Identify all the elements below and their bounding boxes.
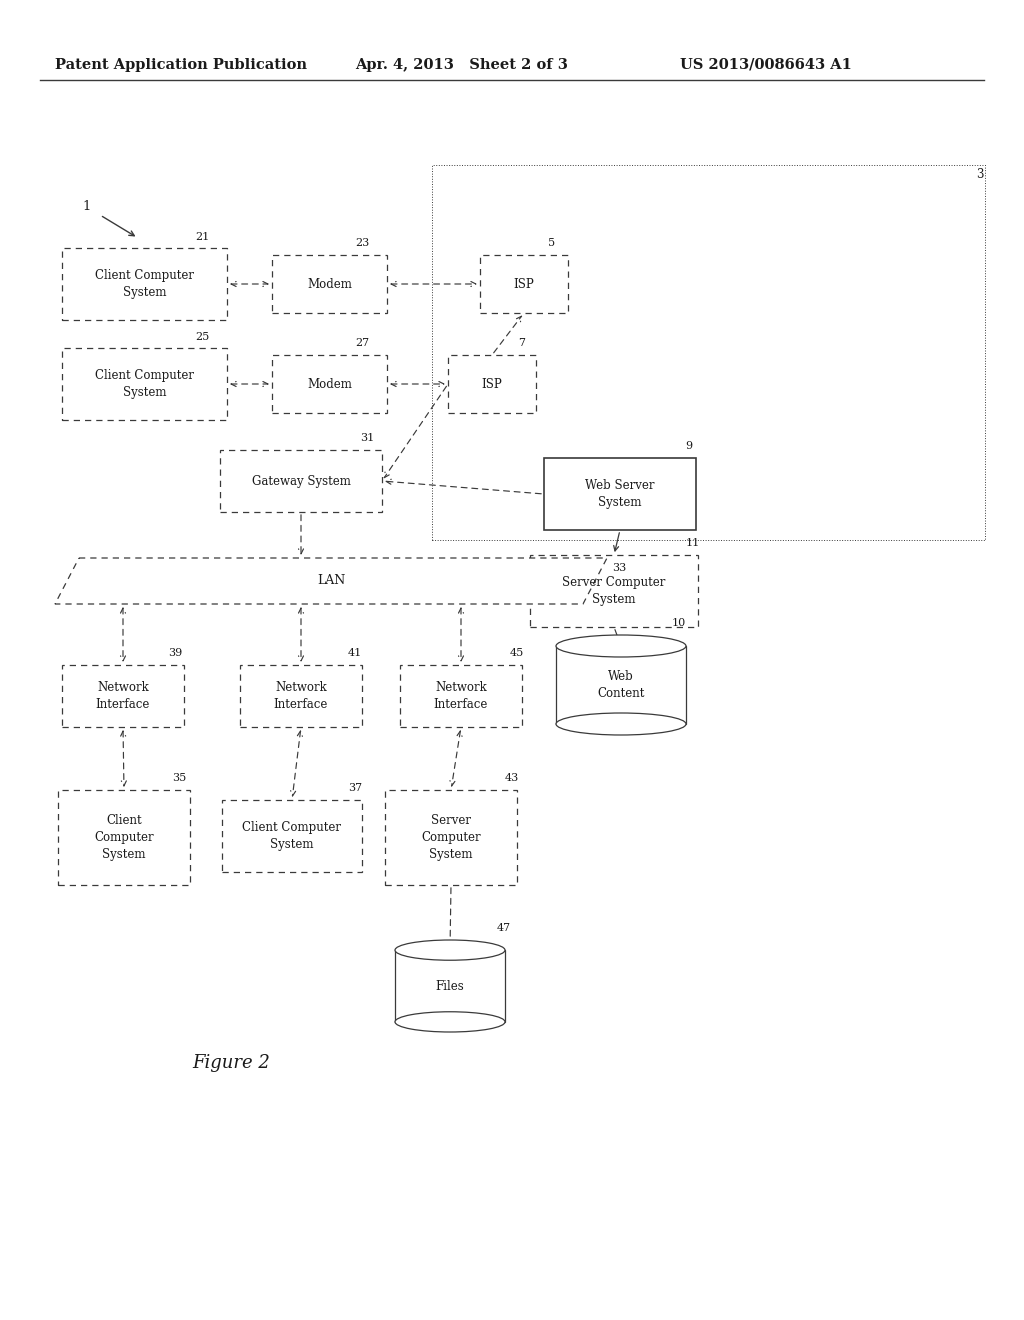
Text: Network
Interface: Network Interface [96, 681, 151, 711]
FancyBboxPatch shape [530, 554, 698, 627]
FancyBboxPatch shape [556, 645, 686, 723]
Text: 23: 23 [355, 238, 370, 248]
FancyBboxPatch shape [222, 800, 362, 873]
FancyBboxPatch shape [62, 248, 227, 319]
Polygon shape [55, 558, 607, 605]
Text: Web
Content: Web Content [597, 671, 645, 700]
Text: 1: 1 [82, 201, 90, 213]
Text: ISP: ISP [481, 378, 503, 391]
Text: LAN: LAN [316, 574, 345, 587]
FancyBboxPatch shape [62, 665, 184, 727]
Text: 43: 43 [505, 774, 519, 783]
Text: 5: 5 [548, 238, 555, 248]
Text: 21: 21 [195, 232, 209, 242]
Ellipse shape [556, 713, 686, 735]
FancyBboxPatch shape [272, 255, 387, 313]
Text: 35: 35 [172, 774, 186, 783]
Text: 45: 45 [510, 648, 524, 657]
Text: 37: 37 [348, 783, 362, 793]
Text: 25: 25 [195, 333, 209, 342]
Text: 39: 39 [168, 648, 182, 657]
Text: Web Server
System: Web Server System [586, 479, 654, 510]
Text: 31: 31 [360, 433, 374, 444]
FancyBboxPatch shape [62, 348, 227, 420]
FancyBboxPatch shape [544, 458, 696, 531]
Ellipse shape [556, 635, 686, 657]
FancyBboxPatch shape [400, 665, 522, 727]
Text: Files: Files [435, 979, 464, 993]
Text: Patent Application Publication: Patent Application Publication [55, 58, 307, 73]
Text: US 2013/0086643 A1: US 2013/0086643 A1 [680, 58, 852, 73]
Text: Modem: Modem [307, 378, 352, 391]
Text: 33: 33 [612, 564, 627, 573]
FancyBboxPatch shape [395, 950, 505, 1022]
Text: 27: 27 [355, 338, 369, 348]
Text: ISP: ISP [514, 277, 535, 290]
Text: Client Computer
System: Client Computer System [243, 821, 341, 851]
FancyBboxPatch shape [240, 665, 362, 727]
FancyBboxPatch shape [272, 355, 387, 413]
FancyBboxPatch shape [385, 789, 517, 884]
Text: Modem: Modem [307, 277, 352, 290]
Text: 7: 7 [518, 338, 525, 348]
FancyBboxPatch shape [449, 355, 536, 413]
Text: Client Computer
System: Client Computer System [95, 370, 194, 399]
Ellipse shape [395, 1011, 505, 1032]
Text: Network
Interface: Network Interface [434, 681, 488, 711]
Text: Figure 2: Figure 2 [193, 1053, 270, 1072]
Text: 9: 9 [685, 441, 692, 451]
Text: Client
Computer
System: Client Computer System [94, 814, 154, 861]
FancyBboxPatch shape [480, 255, 568, 313]
Text: Network
Interface: Network Interface [273, 681, 328, 711]
Text: Server Computer
System: Server Computer System [562, 576, 666, 606]
Text: 41: 41 [348, 648, 362, 657]
FancyBboxPatch shape [220, 450, 382, 512]
Text: 3: 3 [977, 168, 984, 181]
Text: Server
Computer
System: Server Computer System [421, 814, 481, 861]
Text: 47: 47 [497, 923, 511, 933]
Text: 10: 10 [672, 618, 686, 628]
Text: 11: 11 [686, 539, 700, 548]
Text: Gateway System: Gateway System [252, 474, 350, 487]
Ellipse shape [395, 940, 505, 960]
Text: Client Computer
System: Client Computer System [95, 269, 194, 300]
FancyBboxPatch shape [58, 789, 190, 884]
Text: Apr. 4, 2013   Sheet 2 of 3: Apr. 4, 2013 Sheet 2 of 3 [355, 58, 568, 73]
